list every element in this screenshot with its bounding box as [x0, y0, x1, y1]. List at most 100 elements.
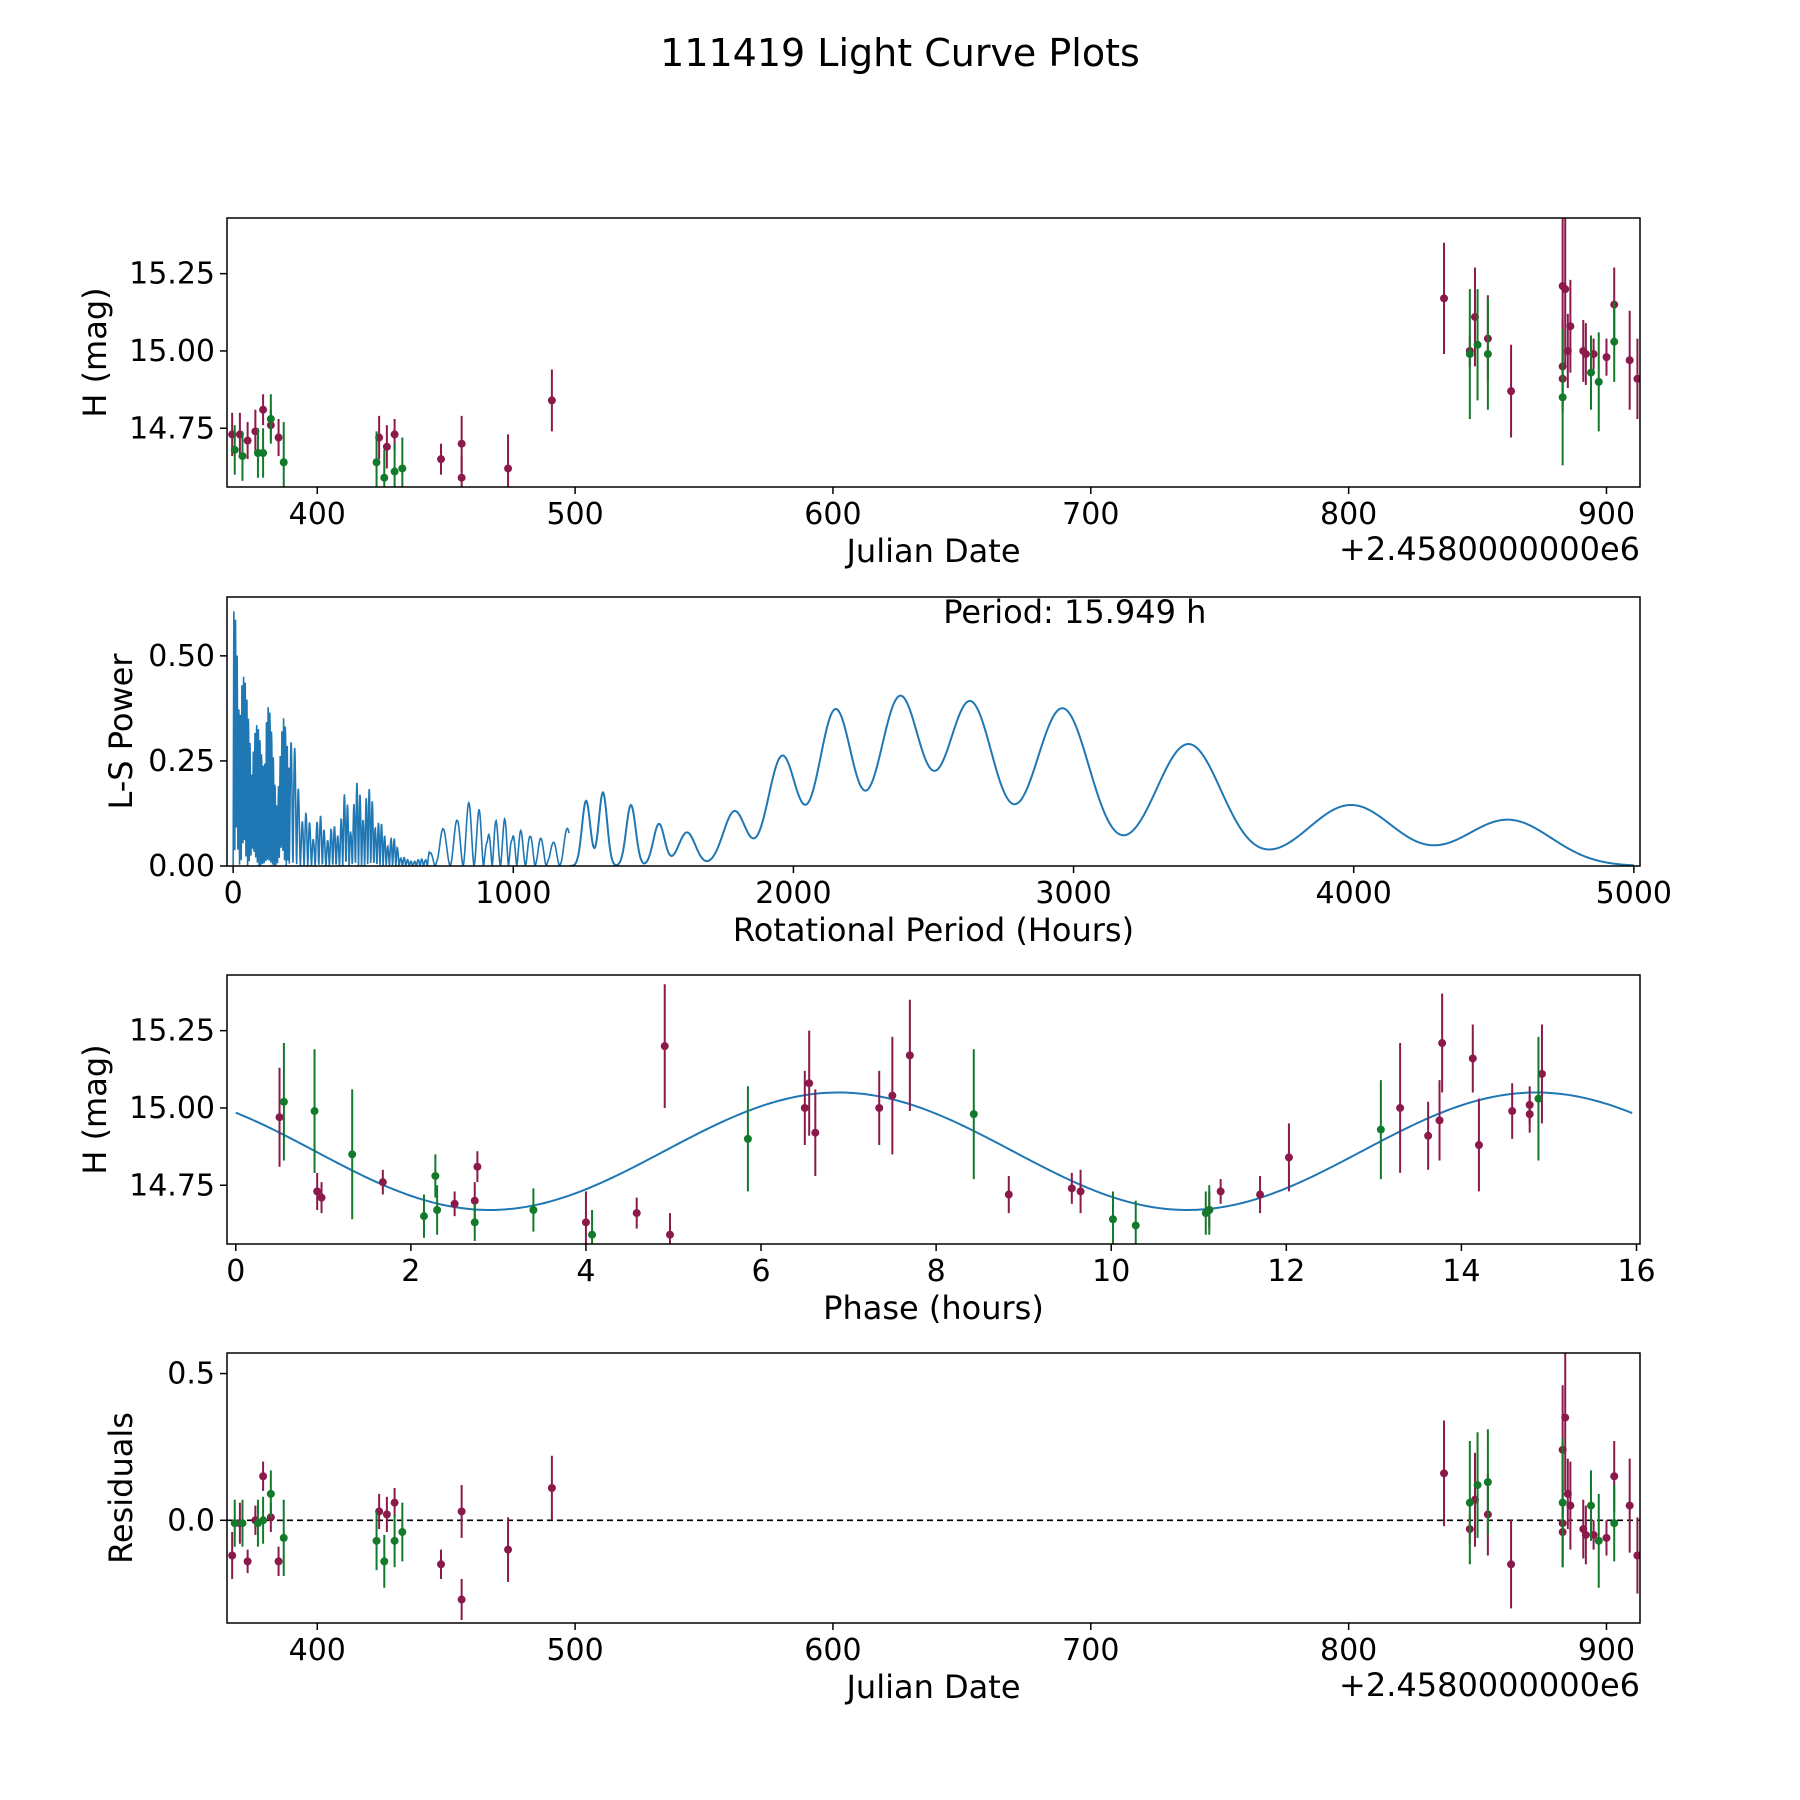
- data-point: [1465, 1498, 1474, 1507]
- plots-container: 400 500 600 700 800 90014.7515.0015.25Julian …: [76, 217, 1672, 1706]
- y-tick-label: 14.75: [129, 411, 215, 446]
- data-point: [1625, 356, 1634, 365]
- data-point: [1581, 1530, 1590, 1539]
- panel-residuals: 400 500 600 700 800 900 0.0 0.5 Julian Date Resid…: [102, 1352, 1641, 1706]
- data-point: [504, 464, 513, 473]
- x-tick-label: 700: [1062, 1633, 1119, 1668]
- periodogram-y-axis-label: L-S Power: [102, 653, 140, 810]
- data-point: [1483, 1478, 1492, 1487]
- data-point: [1004, 1190, 1013, 1199]
- data-point: [390, 430, 399, 439]
- data-point: [1108, 1215, 1117, 1224]
- data-point: [1205, 1205, 1214, 1214]
- data-point: [660, 1042, 669, 1051]
- y-tick-label: 15.00: [129, 334, 215, 369]
- data-point: [1396, 1103, 1405, 1112]
- data-point: [1131, 1221, 1140, 1230]
- x-tick-label: 12: [1267, 1254, 1305, 1289]
- y-tick-label: 15.00: [129, 1091, 215, 1126]
- data-point: [1558, 1498, 1567, 1507]
- x-tick-label: 5000: [1596, 876, 1672, 911]
- data-point: [457, 1507, 466, 1516]
- data-point: [274, 433, 283, 442]
- data-point: [431, 1171, 440, 1180]
- data-point: [1216, 1187, 1225, 1196]
- data-point: [1507, 387, 1516, 396]
- data-point: [243, 436, 252, 445]
- data-point: [378, 1178, 387, 1187]
- data-point: [1561, 285, 1570, 294]
- data-point: [547, 1484, 556, 1492]
- axes-frame: [226, 217, 1641, 488]
- x-tick-label: 600: [804, 1633, 861, 1668]
- periodogram-dense-region: [232, 611, 570, 866]
- data-point: [238, 452, 247, 461]
- data-point: [800, 1103, 809, 1112]
- data-point: [419, 1212, 428, 1221]
- data-point: [1587, 368, 1596, 377]
- x-tick-label: 900: [1578, 1633, 1635, 1668]
- data-point: [457, 473, 466, 482]
- data-point: [266, 414, 275, 423]
- data-point: [382, 1510, 391, 1519]
- data-point: [805, 1079, 814, 1088]
- x-tick-label: 6: [751, 1254, 770, 1289]
- data-point: [259, 448, 268, 457]
- data-point: [1594, 1536, 1603, 1545]
- x-tick-label: 10: [1092, 1254, 1130, 1289]
- data-point: [457, 1595, 466, 1604]
- light-curve-offset-label: +2.4580000000e6: [1339, 530, 1640, 568]
- data-point: [1473, 340, 1482, 349]
- data-point: [380, 473, 389, 482]
- x-tick-label: 700: [1062, 497, 1119, 532]
- residuals-offset-label: +2.4580000000e6: [1339, 1666, 1640, 1704]
- data-point: [1537, 1069, 1546, 1078]
- panel-light-curve: 400 500 600 700 800 900 14.75 15.00 15.25 Julian …: [76, 217, 1641, 570]
- data-point: [380, 1557, 389, 1566]
- periodogram-x-axis-label: Rotational Period (Hours): [733, 911, 1134, 949]
- residuals-y-axis-label: Residuals: [102, 1412, 140, 1564]
- data-point: [348, 1150, 357, 1159]
- data-point: [243, 1557, 252, 1566]
- x-tick-label: 3000: [1035, 876, 1111, 911]
- data-point: [313, 1187, 322, 1196]
- x-tick-label: 600: [804, 497, 861, 532]
- y-tick-label: 15.25: [129, 257, 215, 292]
- data-point: [259, 405, 268, 414]
- data-point: [1474, 1141, 1483, 1150]
- figure-title: 111419 Light Curve Plots: [660, 31, 1140, 75]
- data-point: [317, 1193, 326, 1202]
- data-point: [1633, 374, 1640, 383]
- data-point: [665, 1230, 674, 1239]
- data-point: [888, 1091, 897, 1100]
- data-point: [433, 1205, 442, 1214]
- data-point: [1610, 1519, 1619, 1528]
- series-filter-g: [279, 1036, 1543, 1244]
- data-point: [1435, 1116, 1444, 1125]
- data-point: [1424, 1131, 1433, 1140]
- x-tick-label: 14: [1442, 1254, 1480, 1289]
- data-point: [1067, 1184, 1076, 1193]
- panel-periodogram: 0 1000 2000 3000 4000 5000 0.00 0.25 0.50 Rotatio…: [102, 593, 1672, 949]
- data-point: [398, 1528, 407, 1537]
- data-point: [372, 1536, 381, 1545]
- x-tick-label: 400: [289, 1633, 346, 1668]
- data-point: [372, 458, 381, 467]
- x-tick-label: 2: [401, 1254, 420, 1289]
- data-point: [1610, 337, 1619, 346]
- x-tick-label: 900: [1578, 497, 1635, 532]
- data-point: [1566, 322, 1575, 331]
- data-point: [1438, 1039, 1447, 1048]
- residuals-x-axis-label: Julian Date: [844, 1668, 1020, 1706]
- series-filter-r: [275, 984, 1546, 1244]
- x-tick-label: 4000: [1316, 876, 1392, 911]
- y-tick-label: 15.25: [129, 1014, 215, 1049]
- x-tick-label: 4: [576, 1254, 595, 1289]
- data-point: [529, 1205, 538, 1214]
- period-annotation: Period: 15.949 h: [943, 593, 1206, 631]
- phase-fold-y-axis-label: H (mag): [76, 1044, 114, 1174]
- x-tick-label: 8: [927, 1254, 946, 1289]
- data-point: [1561, 1413, 1570, 1422]
- light-curve-x-axis-label: Julian Date: [844, 532, 1020, 570]
